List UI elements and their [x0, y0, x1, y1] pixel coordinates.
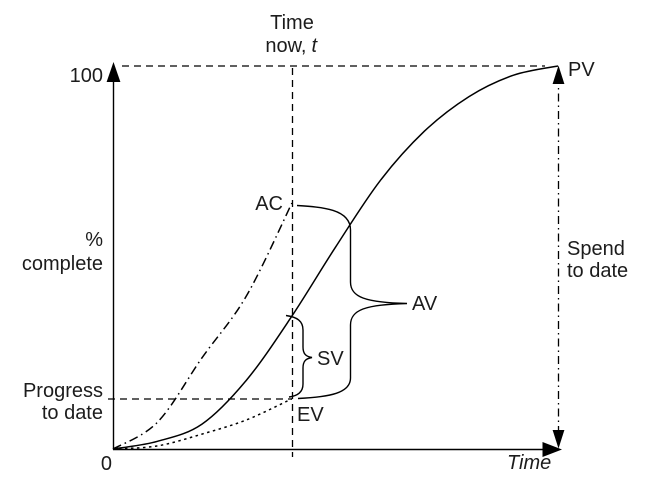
ev-curve — [112, 398, 293, 450]
y-axis-title-line1: % — [85, 229, 103, 251]
av-brace — [296, 204, 408, 400]
sv-brace — [285, 314, 313, 398]
ac-label: AC — [255, 193, 283, 215]
ev-label: EV — [297, 404, 324, 426]
sv-label: SV — [317, 348, 344, 370]
x-axis-arrow-icon — [542, 442, 562, 457]
y-axis-max-tick: 100 — [70, 65, 103, 87]
time-now-label-line1: Time — [270, 12, 314, 34]
ac-curve — [112, 202, 293, 450]
time-now-label-line2: now, — [265, 35, 306, 57]
av-label: AV — [412, 293, 438, 315]
pv-label: PV — [568, 59, 595, 81]
spend-line-down-arrow-icon — [552, 430, 565, 449]
time-now-variable: t — [312, 35, 319, 57]
y-axis-title-line2: complete — [22, 253, 103, 275]
spend-line-up-arrow-icon — [552, 65, 565, 84]
pv-curve — [112, 65, 559, 450]
x-axis-title: Time — [507, 452, 551, 474]
y-axis-arrow-icon — [106, 62, 121, 82]
spend-to-date-label-line2: to date — [567, 260, 628, 282]
progress-to-date-label-line1: Progress — [23, 380, 103, 402]
spend-to-date-label-line1: Spend — [567, 238, 625, 260]
origin-tick: 0 — [101, 453, 112, 475]
progress-to-date-label-line2: to date — [42, 402, 103, 424]
